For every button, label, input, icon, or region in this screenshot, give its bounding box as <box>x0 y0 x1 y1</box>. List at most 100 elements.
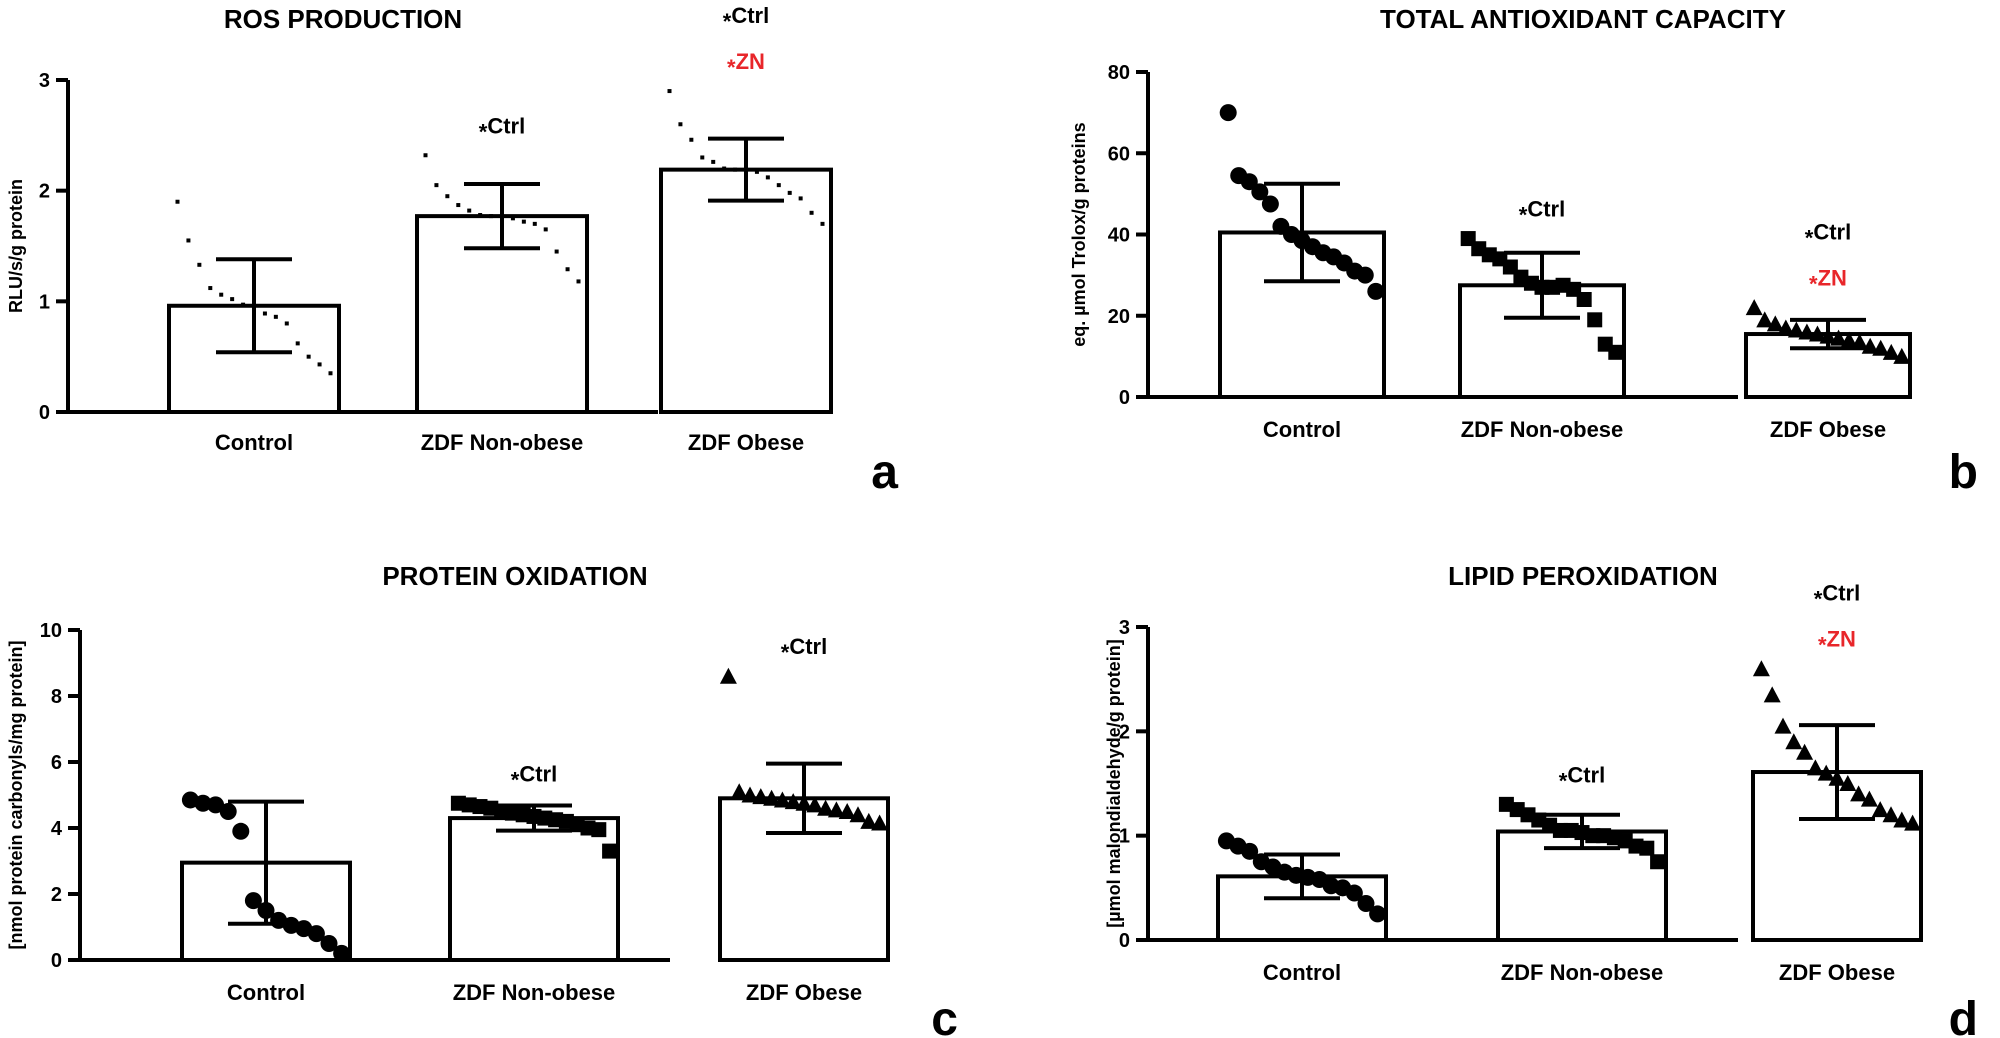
significance-label: *ZN <box>727 49 765 80</box>
data-point <box>1251 183 1269 201</box>
data-point <box>838 803 856 819</box>
data-point <box>1861 337 1879 354</box>
data-point <box>1241 842 1259 860</box>
data-point <box>1357 894 1375 912</box>
data-point <box>521 219 526 224</box>
data-point <box>1756 311 1774 328</box>
data-point <box>763 789 781 806</box>
data-point <box>194 794 212 812</box>
data-point <box>1369 905 1387 923</box>
data-point <box>489 214 494 219</box>
data-point <box>186 238 191 243</box>
significance-label: *Ctrl <box>1559 762 1605 793</box>
y-tick-label: 6 <box>51 752 62 774</box>
data-point <box>817 799 835 816</box>
category-label: ZDF Non-obese <box>1501 960 1664 985</box>
data-point <box>1650 854 1666 870</box>
data-point <box>1808 325 1826 342</box>
y-axis-label: eq. µmol Trolox/g proteins <box>1069 122 1089 346</box>
y-tick-label: 1 <box>39 291 50 313</box>
data-point <box>543 227 548 232</box>
data-point <box>565 267 570 272</box>
data-point <box>554 249 559 254</box>
data-point <box>1608 344 1624 360</box>
data-point <box>1785 733 1803 750</box>
y-axis-label: [µmol malondialdehyde/g protein] <box>1104 639 1124 927</box>
data-point <box>700 155 705 160</box>
data-point <box>806 796 824 813</box>
data-point <box>262 311 267 316</box>
category-label: Control <box>215 430 293 455</box>
data-point <box>306 354 311 359</box>
data-point <box>1872 339 1890 356</box>
category-label: ZDF Obese <box>746 980 862 1005</box>
category-label: ZDF Non-obese <box>421 430 584 455</box>
category-label: Control <box>1263 417 1341 442</box>
data-point <box>423 153 428 158</box>
data-point <box>1576 292 1592 307</box>
data-point <box>860 812 878 829</box>
y-tick-label: 4 <box>51 818 63 840</box>
data-point <box>754 169 759 174</box>
data-point <box>798 196 803 201</box>
category-label: Control <box>227 980 305 1005</box>
y-tick-label: 3 <box>39 70 50 92</box>
data-point <box>1904 814 1922 831</box>
data-point <box>678 122 683 127</box>
data-point <box>820 221 825 226</box>
data-point <box>1766 315 1784 332</box>
data-point <box>744 168 748 173</box>
y-tick-label: 8 <box>51 686 62 708</box>
data-point <box>197 262 202 267</box>
panel-letter: a <box>871 446 898 499</box>
data-point <box>722 166 727 171</box>
category-label: ZDF Non-obese <box>453 980 616 1005</box>
data-point <box>252 307 256 312</box>
significance-label: *Ctrl <box>1814 581 1860 612</box>
data-point <box>1830 329 1848 346</box>
y-tick-label: 0 <box>1119 930 1130 952</box>
data-point <box>602 843 618 859</box>
data-point <box>328 371 333 376</box>
data-point <box>244 892 262 910</box>
data-point <box>1587 312 1603 328</box>
data-point <box>230 297 235 302</box>
category-label: ZDF Obese <box>1770 417 1886 442</box>
data-point <box>1777 319 1795 336</box>
data-point <box>1817 764 1835 781</box>
data-point <box>1763 686 1781 703</box>
significance-label: *Ctrl <box>479 113 525 144</box>
data-point <box>467 208 472 213</box>
y-tick-label: 60 <box>1108 143 1130 165</box>
data-point <box>1798 323 1816 340</box>
data-point <box>719 667 737 684</box>
data-point <box>1851 333 1869 350</box>
data-point <box>500 215 504 220</box>
category-label: ZDF Obese <box>688 430 804 455</box>
data-point <box>849 806 867 823</box>
category-label: ZDF Non-obese <box>1461 417 1624 442</box>
y-tick-label: 20 <box>1108 306 1130 328</box>
data-point <box>591 822 607 838</box>
data-point <box>219 292 224 297</box>
data-point <box>1752 660 1770 677</box>
data-point <box>1882 806 1900 823</box>
data-point <box>752 788 770 805</box>
y-tick-label: 0 <box>1119 387 1130 409</box>
data-point <box>776 183 781 188</box>
data-point <box>765 175 770 180</box>
significance-label: *Ctrl <box>511 761 557 792</box>
data-point <box>284 321 289 326</box>
significance-label: *ZN <box>1809 266 1847 297</box>
data-point <box>1860 790 1878 807</box>
data-point <box>1893 811 1911 828</box>
data-point <box>1828 769 1846 786</box>
data-point <box>208 286 213 291</box>
data-point <box>532 221 537 226</box>
chart-title: LIPID PEROXIDATION <box>1448 561 1718 591</box>
data-point <box>478 213 483 218</box>
data-point <box>1893 347 1911 364</box>
data-point <box>434 183 439 188</box>
data-point <box>1850 785 1868 802</box>
